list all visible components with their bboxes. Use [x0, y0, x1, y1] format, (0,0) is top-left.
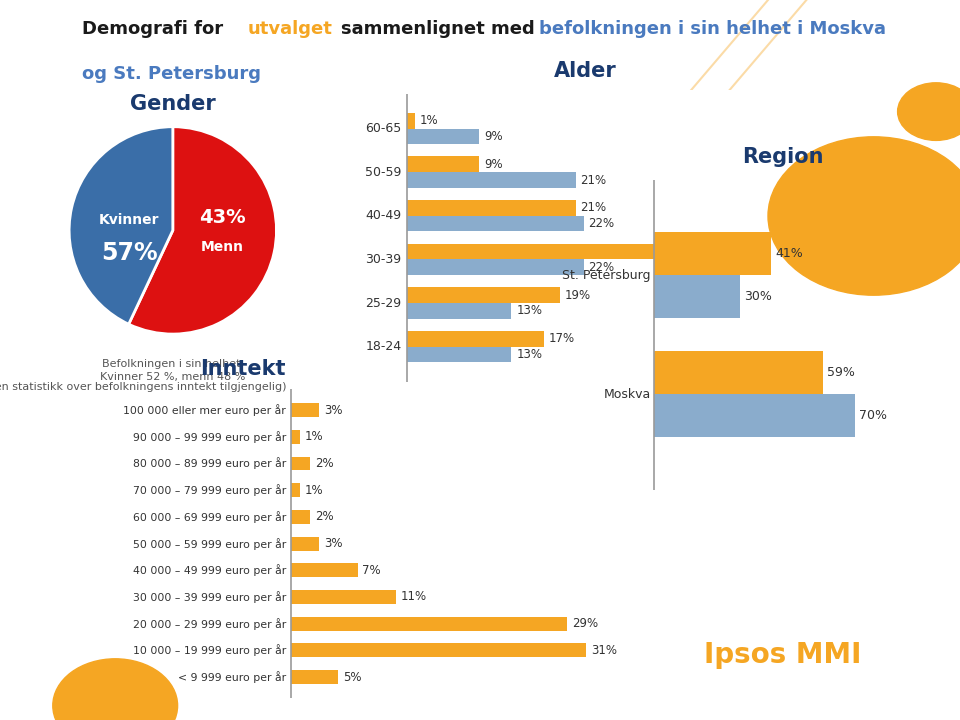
Text: Moskva: Moskva — [604, 388, 651, 401]
Text: 70 000 – 79 999 euro per år: 70 000 – 79 999 euro per år — [132, 485, 286, 496]
Bar — [407, 128, 479, 144]
Text: 60 000 – 69 999 euro per år: 60 000 – 69 999 euro per år — [132, 511, 286, 523]
Text: 11%: 11% — [400, 590, 426, 603]
Text: Befolkningen i sin helhet:
Kvinner 52 %, menn 48 %: Befolkningen i sin helhet: Kvinner 52 %,… — [100, 359, 246, 382]
Text: 17%: 17% — [548, 333, 574, 346]
Text: 40-49: 40-49 — [366, 210, 401, 222]
Bar — [291, 590, 396, 604]
Bar — [291, 563, 357, 577]
Text: 10 000 – 19 999 euro per år: 10 000 – 19 999 euro per år — [132, 644, 286, 657]
Bar — [291, 483, 300, 497]
Bar — [291, 536, 320, 551]
Text: Kvinner: Kvinner — [99, 213, 159, 227]
Text: Gender: Gender — [130, 94, 216, 114]
Text: 5%: 5% — [344, 670, 362, 683]
Bar — [291, 617, 567, 631]
Text: utvalget: utvalget — [248, 19, 332, 37]
Text: 7%: 7% — [362, 564, 381, 577]
Bar — [291, 510, 310, 524]
Text: 3%: 3% — [324, 404, 343, 417]
Bar — [407, 259, 584, 275]
Text: befolkningen i sin helhet i Moskva: befolkningen i sin helhet i Moskva — [539, 19, 885, 37]
Text: Ipsos: Ipsos — [21, 57, 58, 70]
Text: 3%: 3% — [324, 537, 343, 550]
Text: 41%: 41% — [776, 248, 804, 261]
Text: og St. Petersburg: og St. Petersburg — [82, 65, 260, 83]
Text: 25-29: 25-29 — [366, 297, 401, 310]
Text: 1%: 1% — [420, 114, 439, 127]
Bar — [407, 303, 512, 319]
Text: 50 000 – 59 999 euro per år: 50 000 – 59 999 euro per år — [132, 538, 286, 549]
Bar — [407, 113, 416, 128]
Text: 13%: 13% — [516, 305, 542, 318]
Text: < 9 999 euro per år: < 9 999 euro per år — [178, 671, 286, 683]
Text: 57%: 57% — [101, 241, 157, 265]
Bar — [407, 156, 479, 172]
Text: 9%: 9% — [484, 130, 503, 143]
Text: Ipsos MMI: Ipsos MMI — [704, 642, 861, 669]
Text: St. Petersburg: St. Petersburg — [563, 269, 651, 282]
Text: 43%: 43% — [200, 209, 246, 228]
Text: (ingen statistikk over befolkningens inntekt tilgjengelig): (ingen statistikk over befolkningens inn… — [0, 382, 286, 392]
Bar — [407, 172, 576, 188]
Text: 22%: 22% — [588, 217, 614, 230]
Text: 40 000 – 49 999 euro per år: 40 000 – 49 999 euro per år — [132, 564, 286, 576]
Wedge shape — [69, 127, 173, 324]
Text: 2%: 2% — [315, 510, 333, 523]
Bar — [407, 200, 576, 216]
Text: Demografi for: Demografi for — [82, 19, 229, 37]
Bar — [291, 644, 587, 657]
Bar — [291, 403, 320, 417]
Bar — [291, 430, 300, 444]
Text: 1%: 1% — [305, 484, 324, 497]
Text: 21%: 21% — [581, 202, 607, 215]
Text: 1%: 1% — [305, 431, 324, 444]
Wedge shape — [129, 127, 276, 334]
Text: 50-59: 50-59 — [365, 166, 401, 179]
Text: 30 000 – 39 999 euro per år: 30 000 – 39 999 euro per år — [132, 591, 286, 603]
Bar — [407, 216, 584, 232]
Bar — [407, 347, 512, 362]
Bar — [291, 670, 339, 684]
Text: 59%: 59% — [828, 366, 855, 379]
Bar — [407, 331, 543, 347]
Bar — [654, 395, 854, 437]
Text: 80 000 – 89 999 euro per år: 80 000 – 89 999 euro per år — [132, 458, 286, 469]
Bar — [654, 351, 823, 395]
Bar — [407, 287, 560, 303]
Text: 9%: 9% — [484, 158, 503, 171]
Bar — [654, 275, 740, 318]
Text: 13%: 13% — [516, 348, 542, 361]
Text: 22%: 22% — [588, 261, 614, 274]
Text: 30%: 30% — [744, 290, 772, 303]
Text: 21%: 21% — [581, 174, 607, 186]
Text: 2%: 2% — [315, 457, 333, 470]
Text: 30-39: 30-39 — [366, 253, 401, 266]
Title: Alder: Alder — [554, 61, 617, 81]
Text: 100 000 eller mer euro per år: 100 000 eller mer euro per år — [123, 404, 286, 416]
Text: sammenlignet med: sammenlignet med — [341, 19, 540, 37]
Text: Inntekt: Inntekt — [201, 359, 286, 379]
Text: 29%: 29% — [572, 617, 598, 630]
Bar — [407, 243, 680, 259]
Text: 19%: 19% — [564, 289, 590, 302]
Text: 60-65: 60-65 — [366, 122, 401, 135]
Text: 70%: 70% — [859, 409, 887, 422]
Text: 90 000 – 99 999 euro per år: 90 000 – 99 999 euro per år — [132, 431, 286, 443]
Bar — [654, 233, 771, 275]
Text: 18-24: 18-24 — [366, 340, 401, 354]
Text: 20 000 – 29 999 euro per år: 20 000 – 29 999 euro per år — [132, 618, 286, 629]
Text: Menn: Menn — [201, 240, 244, 254]
Title: Region: Region — [742, 148, 823, 167]
Text: 34%: 34% — [684, 245, 710, 258]
Text: 31%: 31% — [591, 644, 617, 657]
Bar — [291, 456, 310, 470]
